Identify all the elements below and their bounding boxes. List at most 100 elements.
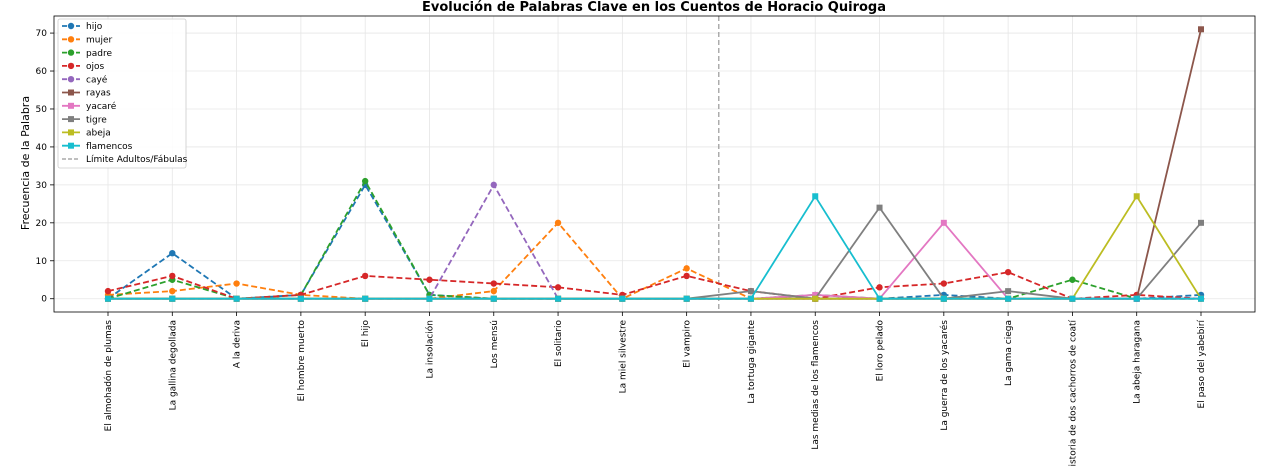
- data-point: [876, 204, 883, 211]
- x-tick-label: Historia de dos cachorros de coatí: [1068, 320, 1078, 467]
- x-tick-label: La miel silvestre: [618, 320, 628, 394]
- x-tick-label: El hijo: [361, 320, 371, 348]
- legend-swatch-marker: [67, 49, 75, 56]
- data-point: [1069, 276, 1076, 283]
- data-point: [1005, 288, 1012, 295]
- data-point: [490, 295, 497, 302]
- data-point: [683, 272, 690, 280]
- data-point: [554, 219, 562, 227]
- x-tick-label: El hombre muerto: [297, 320, 307, 402]
- legend-swatch-marker: [67, 62, 75, 70]
- legend-swatch-marker: [68, 129, 74, 136]
- y-axis-label: Frecuencia de la Palabra: [19, 96, 32, 230]
- data-point: [1004, 268, 1012, 276]
- axes-ticks: 0 10 20 30 40 50 60 70 El almohadón de plumas La …: [36, 29, 1207, 467]
- legend-entry: tigre: [62, 115, 107, 125]
- legend-swatch-marker: [67, 22, 75, 30]
- legend-entry: hijo: [62, 22, 103, 32]
- x-tick-label: La tortuga gigante: [747, 320, 757, 404]
- x-tick-label: Las medias de los flamencos: [811, 320, 821, 450]
- y-tick-label: 10: [36, 257, 48, 267]
- x-tick-label: La gama ciega: [1004, 320, 1014, 386]
- legend-swatch-marker: [68, 89, 74, 96]
- legend-label: cayé: [86, 74, 108, 85]
- data-point: [105, 295, 111, 302]
- x-tick-label: El almohadón de plumas: [103, 320, 114, 432]
- data-point: [297, 295, 304, 302]
- data-point: [940, 280, 948, 287]
- y-tick-label: 0: [41, 295, 47, 305]
- data-point: [1133, 295, 1140, 302]
- data-point: [940, 295, 947, 302]
- data-point: [876, 284, 883, 291]
- legend-entry: Límite Adultos/Fábulas: [62, 155, 188, 165]
- x-tick-label: A la deriva: [233, 320, 243, 368]
- data-series-group: [104, 26, 1205, 302]
- legend-entry: padre: [62, 49, 112, 59]
- legend-label: padre: [86, 49, 112, 59]
- data-point: [1198, 26, 1204, 33]
- legend-entry: cayé: [62, 74, 108, 85]
- series-line-flamencos: [108, 195, 1201, 300]
- y-tick-label: 60: [36, 67, 48, 77]
- y-tick-label: 40: [36, 143, 48, 153]
- series-flamencos: [105, 193, 1204, 302]
- chart-title: Evolución de Palabras Clave en los Cuent…: [422, 0, 886, 15]
- y-tick-label: 20: [36, 219, 48, 229]
- legend-label: yacaré: [86, 101, 117, 112]
- data-point: [812, 193, 819, 200]
- data-point: [1198, 219, 1204, 226]
- data-point: [683, 295, 690, 302]
- legend-entry: abeja: [62, 129, 111, 139]
- legend-swatch-marker: [68, 142, 74, 149]
- data-point: [812, 291, 819, 298]
- data-point: [812, 295, 819, 302]
- data-point: [1133, 193, 1140, 200]
- data-point: [169, 295, 176, 302]
- x-tick-label: La gallina degollada: [168, 320, 178, 410]
- data-point: [362, 295, 369, 302]
- legend-entry: rayas: [62, 89, 111, 99]
- data-point: [554, 284, 562, 291]
- legend-label: tigre: [86, 115, 107, 125]
- legend-entry: mujer: [62, 36, 113, 46]
- legend-label: rayas: [86, 89, 111, 99]
- legend-swatch-marker: [68, 116, 74, 123]
- x-tick-label: La abeja haragana: [1133, 320, 1143, 404]
- legend-label: mujer: [86, 36, 113, 46]
- x-tick-label: El solitario: [554, 320, 564, 367]
- legend-swatch-marker: [68, 102, 74, 109]
- x-tick-label: El vampiro: [683, 320, 693, 368]
- data-point: [490, 181, 497, 189]
- data-point: [233, 295, 240, 302]
- data-point: [747, 288, 754, 295]
- x-tick-label: El loro pelado: [876, 320, 886, 382]
- legend-entry: yacaré: [62, 101, 117, 112]
- legend-entry: ojos: [62, 62, 105, 72]
- legend-entry: flamencos: [62, 142, 133, 152]
- legend-swatch-marker: [67, 76, 75, 83]
- x-tick-label: La guerra de los yacarés: [939, 320, 950, 431]
- data-point: [876, 295, 883, 302]
- data-point: [1198, 295, 1204, 302]
- data-point: [940, 219, 947, 226]
- data-point: [233, 280, 240, 287]
- data-point: [747, 295, 754, 302]
- data-point: [426, 295, 433, 302]
- data-point: [104, 287, 112, 295]
- legend-swatch-marker: [67, 36, 75, 43]
- x-tick-label: La insolación: [424, 320, 435, 378]
- data-point: [361, 272, 369, 280]
- y-tick-label: 30: [36, 181, 48, 191]
- data-point: [169, 287, 176, 295]
- x-tick-label: Los mensú: [490, 320, 500, 368]
- series-line-ojos: [107, 271, 1202, 300]
- data-point: [683, 265, 690, 272]
- x-tick-label: El paso del yabebirí: [1197, 320, 1207, 409]
- legend-box: [57, 18, 187, 169]
- data-point: [1005, 295, 1012, 302]
- legend-label: ojos: [86, 62, 105, 72]
- data-point: [619, 295, 626, 302]
